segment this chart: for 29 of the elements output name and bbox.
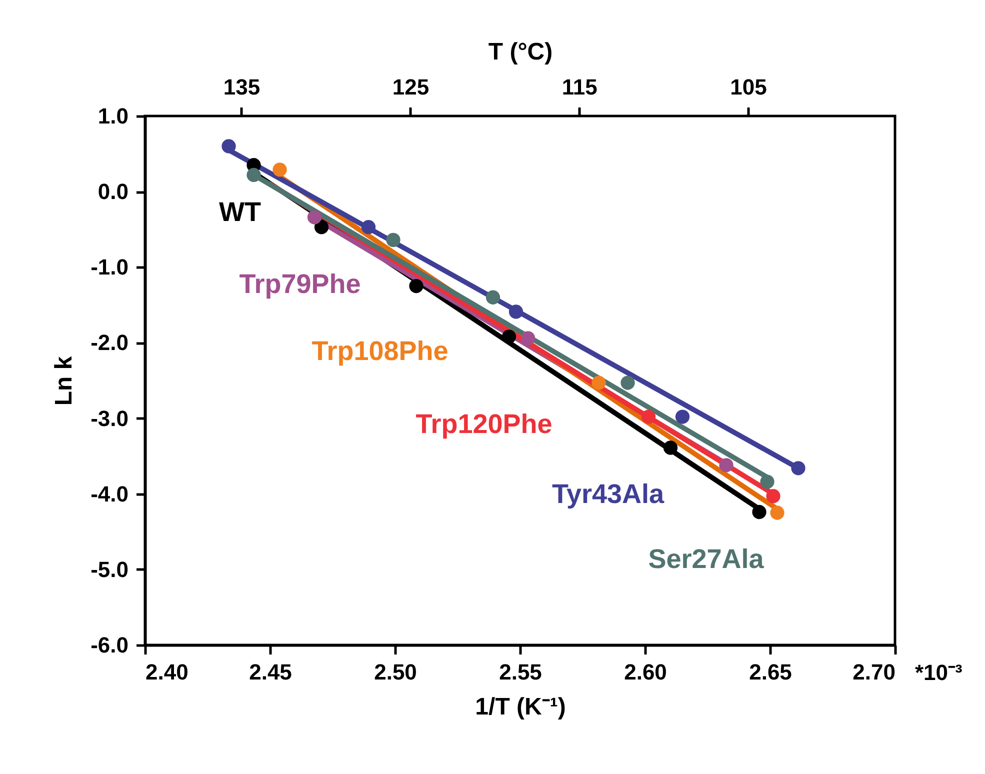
y-tick-label: -1.0 bbox=[90, 254, 128, 280]
text: Trp120Phe bbox=[416, 409, 552, 439]
x-axis-title: 1/T (K⁻¹) bbox=[475, 694, 566, 720]
x-tick-label: 2.70 bbox=[852, 660, 896, 684]
text: *10⁻³ bbox=[915, 660, 962, 685]
x-tick-label: 2.60 bbox=[624, 660, 667, 684]
x2-axis-title: T (°C) bbox=[488, 38, 553, 66]
series-label: WT bbox=[219, 197, 262, 227]
x-tick-label: 2.45 bbox=[249, 660, 292, 684]
x-tick-label: 2.50 bbox=[374, 660, 417, 684]
x2-tick-label: 105 bbox=[730, 74, 767, 100]
y-tick-label: -6.0 bbox=[90, 632, 128, 658]
text: Trp108Phe bbox=[312, 336, 448, 366]
y-tick-label: 1.0 bbox=[98, 104, 128, 128]
text: Trp79Phe bbox=[239, 269, 361, 299]
text: Tyr43Ala bbox=[552, 479, 666, 509]
x-tick-label: 2.55 bbox=[499, 660, 542, 684]
x2-tick-label: 125 bbox=[392, 74, 430, 100]
y-tick-label: -2.0 bbox=[90, 330, 128, 356]
y-axis-title: Ln k bbox=[50, 356, 78, 406]
x2-tick-label: 135 bbox=[223, 74, 260, 100]
y-tick-label: 0.0 bbox=[98, 179, 128, 204]
text: Ser27Ala bbox=[648, 544, 765, 574]
y-tick-label: -5.0 bbox=[90, 556, 128, 582]
x-tick-label: 2.65 bbox=[749, 660, 792, 684]
y-tick-label: -4.0 bbox=[90, 481, 128, 506]
x-tick-label: 2.40 bbox=[146, 660, 188, 684]
x2-tick-label: 115 bbox=[562, 74, 598, 100]
y-tick-label: -3.0 bbox=[90, 406, 128, 431]
